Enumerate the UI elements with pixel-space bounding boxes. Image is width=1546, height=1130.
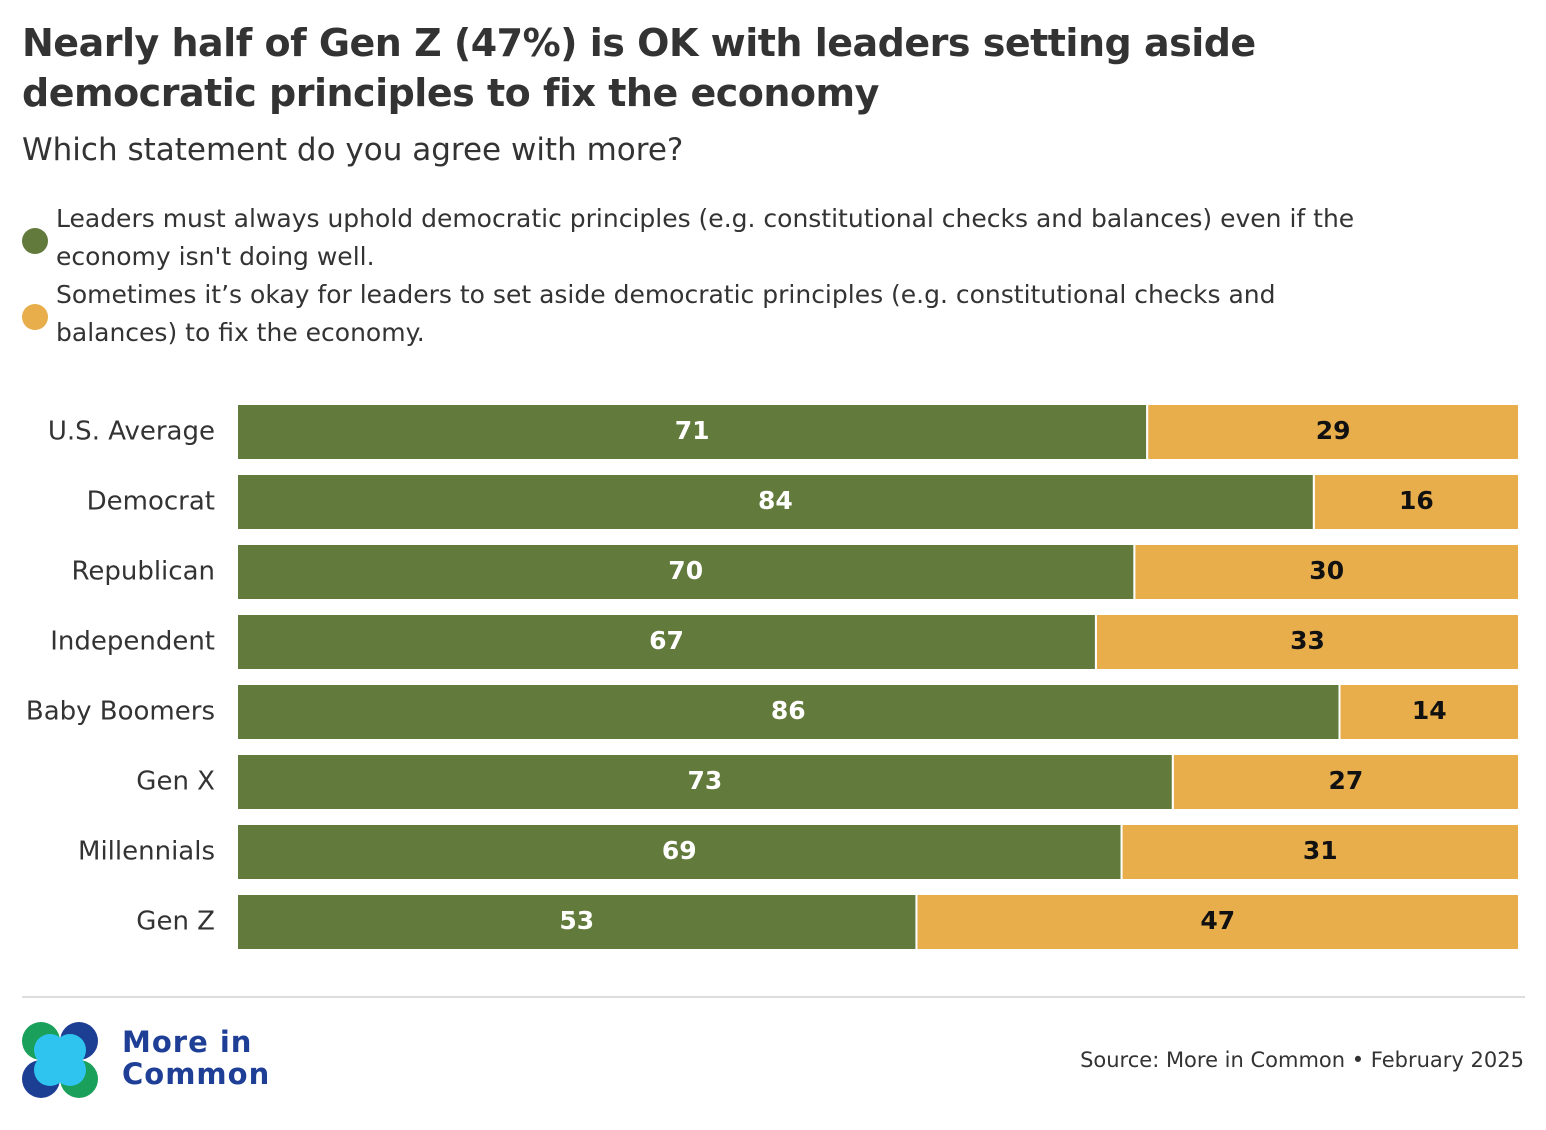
bar-segment xyxy=(1338,683,1521,741)
bar-segment xyxy=(1120,823,1520,881)
value-label: 27 xyxy=(1329,766,1364,795)
bar-segment xyxy=(1146,403,1520,461)
y-tick-label: U.S. Average xyxy=(48,417,215,447)
logo-text: More in Common xyxy=(122,1025,271,1091)
y-tick-label: Republican xyxy=(71,557,215,587)
legend-label: Leaders must always uphold democratic pr… xyxy=(56,204,1355,271)
legend-swatch xyxy=(22,228,48,254)
bar-segment xyxy=(1133,543,1521,601)
chart-title: Nearly half of Gen Z (47%) is OK with le… xyxy=(22,21,1256,115)
value-label: 71 xyxy=(675,416,710,445)
value-label: 16 xyxy=(1399,486,1434,515)
value-label: 53 xyxy=(559,906,594,935)
bar-segment xyxy=(1312,473,1520,531)
value-label: 30 xyxy=(1309,556,1344,585)
source-note: Source: More in Common • February 2025 xyxy=(1080,1048,1524,1072)
y-tick-label: Baby Boomers xyxy=(26,697,215,727)
bar-segment xyxy=(236,823,1123,881)
logo-mark xyxy=(22,1022,98,1098)
bar-segment xyxy=(1094,613,1520,671)
value-label: 70 xyxy=(668,556,703,585)
y-tick-label: Democrat xyxy=(87,487,215,517)
y-tick-label: Gen X xyxy=(136,767,215,797)
legend: Leaders must always uphold democratic pr… xyxy=(22,200,1422,352)
y-tick-label: Independent xyxy=(50,627,215,657)
value-label: 29 xyxy=(1316,416,1351,445)
bar-segment xyxy=(236,403,1149,461)
value-label: 73 xyxy=(688,766,723,795)
value-label: 67 xyxy=(649,626,684,655)
value-label: 31 xyxy=(1303,836,1338,865)
legend-item: Sometimes it’s okay for leaders to set a… xyxy=(22,276,1356,352)
value-label: 14 xyxy=(1412,696,1447,725)
value-label: 47 xyxy=(1200,906,1235,935)
value-label: 33 xyxy=(1290,626,1325,655)
value-label: 84 xyxy=(758,486,793,515)
chart: U.S. Average 71 29 Democrat 84 16 Republican 70… xyxy=(26,403,1521,951)
legend-label: Sometimes it’s okay for leaders to set a… xyxy=(56,280,1276,347)
divider xyxy=(22,996,1525,998)
y-tick-label: Gen Z xyxy=(136,907,215,937)
value-label: 69 xyxy=(662,836,697,865)
bar-segment xyxy=(236,613,1097,671)
value-label: 86 xyxy=(771,696,806,725)
bar-segment xyxy=(915,893,1520,951)
bar-segment xyxy=(1171,753,1520,811)
y-tick-label: Millennials xyxy=(78,837,215,867)
chart-subtitle: Which statement do you agree with more? xyxy=(22,132,684,168)
bar-segment xyxy=(236,543,1136,601)
bar-segment xyxy=(236,473,1315,531)
bar-segment xyxy=(236,683,1341,741)
legend-item: Leaders must always uphold democratic pr… xyxy=(22,200,1356,276)
legend-swatch xyxy=(22,304,48,330)
